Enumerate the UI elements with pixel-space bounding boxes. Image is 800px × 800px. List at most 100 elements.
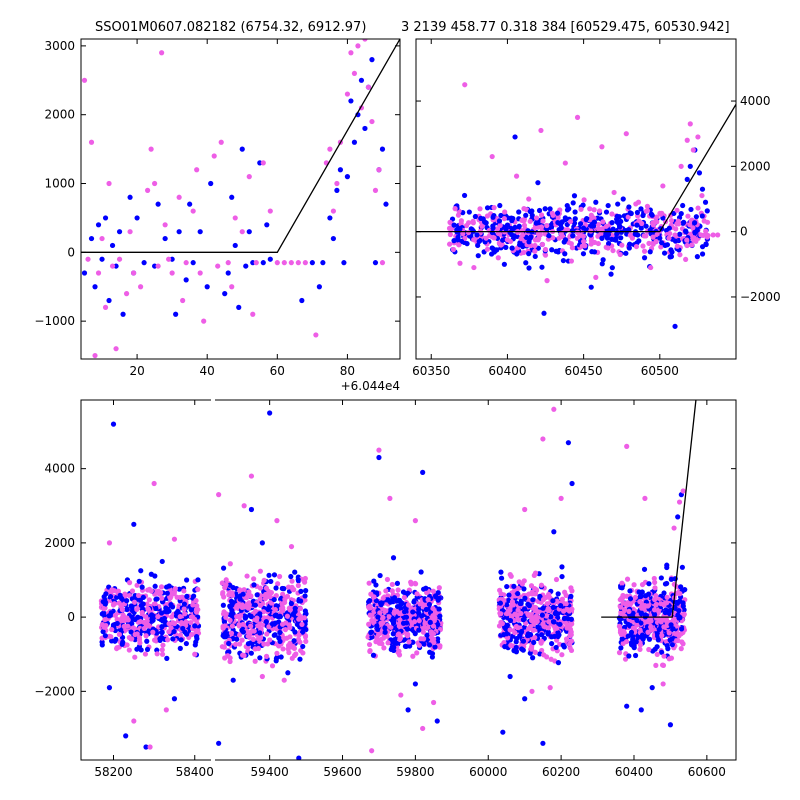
- data-point: [632, 231, 638, 237]
- data-point: [403, 643, 409, 650]
- data-point: [496, 218, 503, 224]
- data-point: [547, 685, 553, 691]
- data-point: [452, 206, 458, 212]
- data-point: [374, 590, 380, 596]
- data-point: [230, 585, 236, 591]
- data-point: [654, 219, 660, 225]
- data-point: [633, 243, 640, 250]
- data-point: [128, 629, 134, 635]
- data-point: [366, 641, 373, 648]
- data-point: [532, 649, 538, 655]
- data-point: [257, 602, 264, 608]
- data-point: [561, 608, 567, 614]
- data-point: [269, 621, 276, 627]
- data-point: [412, 681, 418, 687]
- data-point: [194, 167, 200, 173]
- data-point: [99, 235, 105, 242]
- data-point: [609, 236, 615, 242]
- data-point: [264, 222, 270, 228]
- data-point: [526, 626, 532, 632]
- data-point: [550, 604, 556, 610]
- data-point: [699, 213, 705, 219]
- data-point: [513, 623, 519, 630]
- data-point: [535, 180, 541, 186]
- x-tick-label: 20: [129, 364, 144, 378]
- data-point: [396, 631, 402, 637]
- data-point: [257, 655, 263, 661]
- data-point: [178, 637, 184, 643]
- data-point: [447, 231, 453, 238]
- data-point: [621, 624, 628, 630]
- data-point: [552, 610, 558, 617]
- data-point: [667, 722, 674, 728]
- data-point: [683, 228, 689, 234]
- data-point: [659, 662, 666, 668]
- data-point: [279, 585, 285, 592]
- data-point: [589, 249, 595, 255]
- data-point: [525, 601, 531, 607]
- data-point: [625, 633, 631, 639]
- data-point: [410, 653, 416, 659]
- data-point: [182, 611, 188, 617]
- data-point: [130, 270, 137, 276]
- data-point: [176, 229, 182, 235]
- data-point: [412, 631, 418, 637]
- data-point: [569, 245, 576, 251]
- data-point: [628, 629, 635, 635]
- data-point: [136, 578, 142, 584]
- data-point: [154, 596, 160, 602]
- data-point: [375, 614, 381, 620]
- data-point: [288, 260, 294, 266]
- data-point: [109, 242, 116, 249]
- data-point: [538, 224, 545, 230]
- data-point: [559, 652, 565, 658]
- data-point: [584, 215, 590, 222]
- data-point: [664, 242, 671, 248]
- data-point: [656, 626, 662, 633]
- data-point: [626, 608, 632, 614]
- data-point: [558, 225, 564, 231]
- x-tick-label: 60000: [469, 765, 507, 779]
- data-point: [180, 297, 186, 304]
- data-point: [653, 238, 659, 245]
- data-point: [245, 633, 251, 639]
- data-point: [166, 256, 172, 262]
- data-point: [208, 180, 214, 187]
- data-point: [618, 610, 624, 616]
- data-point: [530, 627, 536, 633]
- data-point: [239, 229, 245, 235]
- data-point: [405, 707, 411, 713]
- data-point: [295, 582, 301, 589]
- data-point: [667, 637, 673, 643]
- data-point: [236, 623, 242, 629]
- data-point: [330, 208, 336, 214]
- data-point: [225, 260, 231, 266]
- data-point: [267, 256, 273, 262]
- data-point: [642, 495, 648, 501]
- data-point: [414, 650, 420, 656]
- data-point: [281, 677, 287, 683]
- data-point: [559, 219, 565, 225]
- data-point: [673, 226, 679, 232]
- y-tick-label: 0: [67, 610, 75, 624]
- data-point: [559, 596, 565, 602]
- data-point: [222, 291, 228, 297]
- data-point: [674, 243, 680, 249]
- data-point: [264, 631, 270, 637]
- data-point: [516, 223, 522, 229]
- data-point: [431, 639, 437, 646]
- data-point: [671, 210, 677, 217]
- data-point: [630, 642, 636, 649]
- data-point: [131, 599, 138, 605]
- data-point: [497, 202, 503, 209]
- data-point: [532, 248, 538, 254]
- data-point: [568, 593, 574, 599]
- data-point: [669, 249, 675, 255]
- data-point: [555, 630, 561, 636]
- data-point: [183, 640, 189, 647]
- data-point: [287, 625, 293, 631]
- data-point: [370, 652, 377, 658]
- data-point: [484, 205, 491, 211]
- data-point: [489, 245, 495, 251]
- data-point: [435, 622, 441, 628]
